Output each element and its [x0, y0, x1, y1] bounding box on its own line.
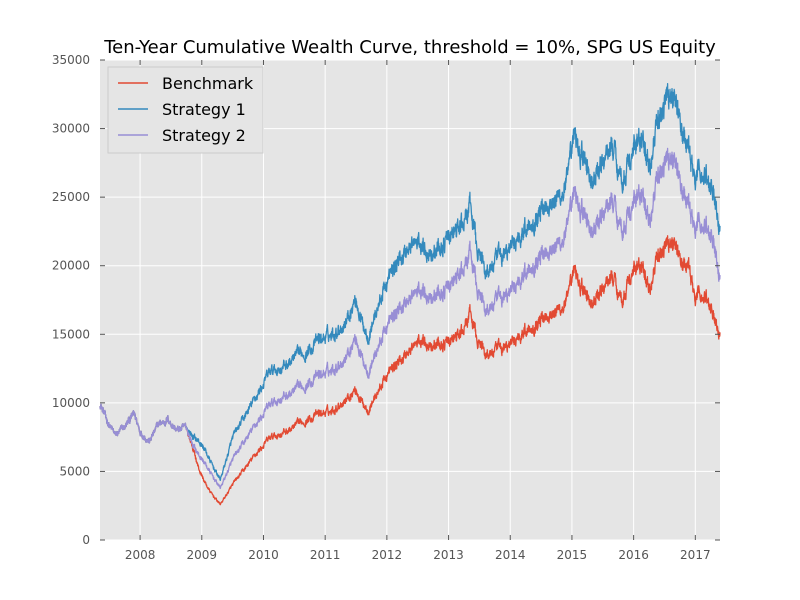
chart-title: Ten-Year Cumulative Wealth Curve, thresh… — [103, 37, 716, 58]
x-tick-label: 2013 — [433, 548, 464, 562]
x-tick-label: 2016 — [618, 548, 649, 562]
y-tick-label: 0 — [82, 533, 90, 547]
legend-box — [107, 66, 264, 154]
legend-label: Strategy 1 — [162, 100, 246, 119]
x-tick-label: 2012 — [372, 548, 403, 562]
x-tick-label: 2014 — [495, 548, 526, 562]
y-tick-label: 20000 — [52, 259, 90, 273]
series-line — [99, 235, 721, 506]
y-tick-label: 10000 — [52, 396, 90, 410]
y-tick-label: 35000 — [52, 53, 90, 67]
x-tick-label: 2017 — [680, 548, 711, 562]
ticks — [100, 59, 720, 541]
x-tick-label: 2010 — [248, 548, 279, 562]
series-line — [99, 147, 721, 490]
x-tick-label: 2009 — [187, 548, 218, 562]
y-tick-label: 5000 — [59, 464, 90, 478]
y-tick-label: 30000 — [52, 122, 90, 136]
x-tick-label: 2015 — [557, 548, 588, 562]
legend: Benchmark Strategy 1 Strategy 2 — [107, 66, 264, 154]
x-tick-label: 2008 — [125, 548, 156, 562]
legend-label: Benchmark — [162, 74, 254, 93]
x-tick-labels: 2008 2009 2010 2011 2012 2013 2014 2015 2016 2017 — [125, 548, 711, 562]
y-tick-labels: 0 5000 10000 15000 20000 25000 30000 35000 — [52, 53, 90, 547]
series-lines — [99, 82, 721, 506]
legend-label: Strategy 2 — [162, 126, 246, 145]
series-line — [99, 82, 721, 481]
y-tick-label: 15000 — [52, 327, 90, 341]
x-tick-label: 2011 — [310, 548, 341, 562]
y-tick-label: 25000 — [52, 190, 90, 204]
